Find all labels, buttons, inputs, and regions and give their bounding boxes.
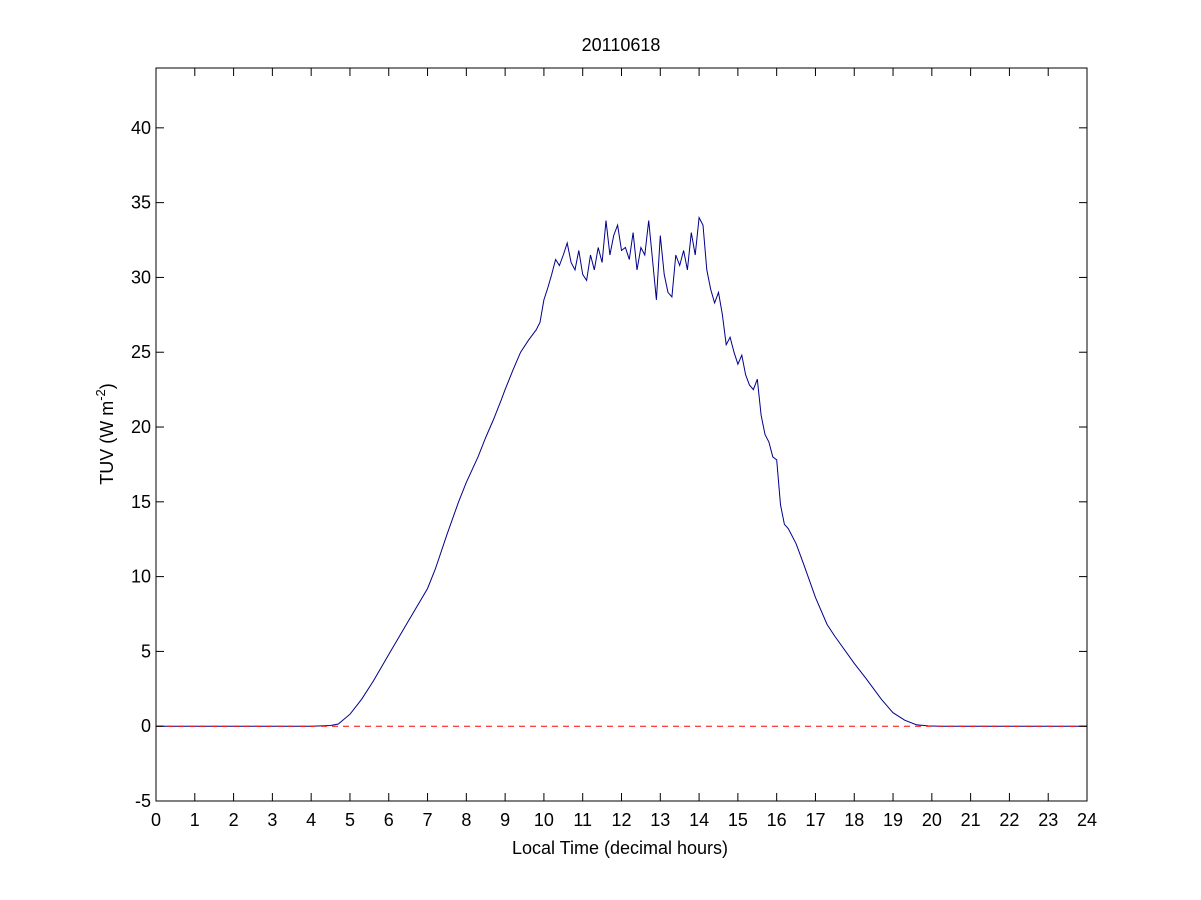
x-tick-label: 16 xyxy=(767,810,787,830)
x-tick-label: 1 xyxy=(190,810,200,830)
x-tick-label: 22 xyxy=(999,810,1019,830)
x-tick-label: 24 xyxy=(1077,810,1097,830)
x-tick-label: 15 xyxy=(728,810,748,830)
plot-area xyxy=(156,68,1087,801)
x-tick-label: 7 xyxy=(423,810,433,830)
plot-frame xyxy=(155,67,1088,802)
tick-layer: 0 1 2 3 4 5 6 7 8 9 10 11 12 13 14 15 16 17 18 19 20 21 22 23 24… xyxy=(131,68,1097,830)
x-tick-label: 10 xyxy=(534,810,554,830)
y-tick-label: 0 xyxy=(141,716,151,736)
y-tick-label: 15 xyxy=(131,492,151,512)
x-tick-label: 12 xyxy=(611,810,631,830)
x-axis-title: Local Time (decimal hours) xyxy=(512,838,728,858)
x-tick-label: 9 xyxy=(500,810,510,830)
series-line-0 xyxy=(156,215,1087,727)
x-tick-label: 8 xyxy=(461,810,471,830)
y-axis-title-main: TUV (W m xyxy=(97,401,117,485)
x-tick-label: 11 xyxy=(573,810,592,830)
y-tick-label: 30 xyxy=(131,267,151,287)
x-tick-label: 3 xyxy=(267,810,277,830)
x-tick-label: 5 xyxy=(345,810,355,830)
y-axis-title-superscript: -2 xyxy=(93,389,108,401)
y-tick-label: 35 xyxy=(131,193,151,213)
x-tick-label: 17 xyxy=(805,810,825,830)
series-layer xyxy=(156,215,1087,727)
chart-title: 20110618 xyxy=(582,35,661,55)
x-tick-label: 0 xyxy=(151,810,161,830)
y-tick-label: 25 xyxy=(131,342,151,362)
y-tick-label: 40 xyxy=(131,118,151,138)
x-tick-label: 4 xyxy=(306,810,316,830)
y-tick-label: 5 xyxy=(141,641,151,661)
x-tick-label: 13 xyxy=(650,810,670,830)
y-tick-label: 20 xyxy=(131,417,151,437)
y-axis-title-suffix: ) xyxy=(97,383,117,389)
x-tick-label: 6 xyxy=(384,810,394,830)
x-tick-label: 18 xyxy=(844,810,864,830)
y-tick-label: 10 xyxy=(131,567,151,587)
x-tick-label: 21 xyxy=(961,810,981,830)
y-tick-label: -5 xyxy=(135,791,151,811)
x-tick-label: 14 xyxy=(689,810,709,830)
x-tick-label: 19 xyxy=(883,810,903,830)
x-tick-label: 20 xyxy=(922,810,942,830)
x-tick-label: 2 xyxy=(229,810,239,830)
x-tick-label: 23 xyxy=(1038,810,1058,830)
y-axis-title: TUV (W m-2) xyxy=(93,383,117,485)
